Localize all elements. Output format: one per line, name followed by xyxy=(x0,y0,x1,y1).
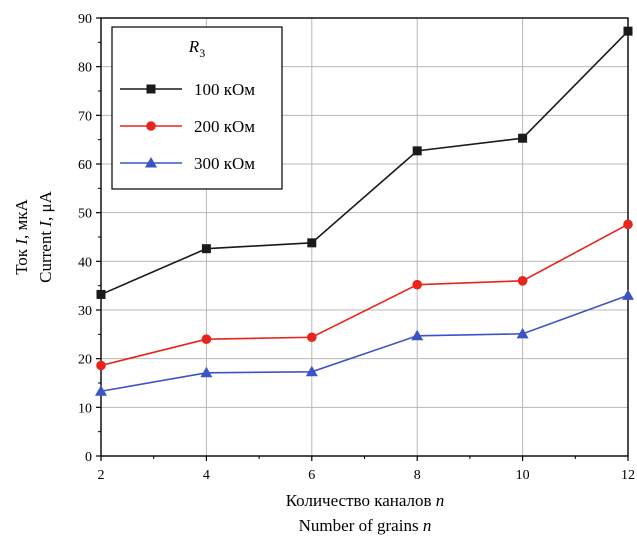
x-axis-label-ru: Количество каналов n xyxy=(286,491,445,510)
legend-entry-3: 300 кОм xyxy=(120,154,255,173)
data-point xyxy=(517,276,528,286)
y-axis-label-ru: Ток I, мкА xyxy=(12,198,31,274)
data-point xyxy=(305,365,318,377)
series-line xyxy=(100,223,629,367)
series-line xyxy=(100,30,629,296)
y-tick-label: 40 xyxy=(78,255,92,270)
legend-entry-1: 100 кОм xyxy=(120,80,255,99)
y-tick-label: 50 xyxy=(78,207,92,222)
data-point xyxy=(307,332,317,343)
series-2 xyxy=(96,219,633,371)
legend-label: 200 кОм xyxy=(194,117,255,136)
y-tick-label: 20 xyxy=(78,353,92,368)
legend-marker xyxy=(145,157,157,168)
legend-entry-2: 200 кОм xyxy=(120,117,255,136)
axes: 0 10 20 30 40 50 60 70 80 90 2 4 6 8 10 12 xyxy=(78,12,635,483)
data-point xyxy=(411,329,424,341)
series-3 xyxy=(95,289,634,396)
legend: R3 100 кОм 200 кОм 300 кОм xyxy=(111,26,283,190)
data-point xyxy=(516,327,529,339)
x-tick-label: 12 xyxy=(621,468,635,483)
y-tick-label: 90 xyxy=(78,12,92,27)
legend-label: 300 кОм xyxy=(194,154,255,173)
data-point xyxy=(623,26,633,36)
legend-title: R3 xyxy=(188,37,205,60)
x-tick-label: 4 xyxy=(203,468,210,483)
series-1 xyxy=(96,26,633,299)
legend-marker xyxy=(146,121,156,131)
data-point xyxy=(96,360,106,371)
y-tick-label: 80 xyxy=(78,61,92,76)
y-tick-label: 0 xyxy=(85,450,92,465)
data-point xyxy=(622,289,634,300)
legend-box xyxy=(111,26,283,190)
legend-label: 100 кОм xyxy=(194,80,255,99)
data-point xyxy=(200,366,213,378)
data-point xyxy=(96,289,106,299)
data-point xyxy=(412,146,422,156)
y-tick-label: 70 xyxy=(78,109,92,124)
legend-marker xyxy=(146,84,156,94)
series-line xyxy=(100,294,629,393)
data-point xyxy=(95,385,107,396)
x-tick-label: 10 xyxy=(516,468,530,483)
x-tick-label: 2 xyxy=(98,468,105,483)
data-point xyxy=(518,133,528,143)
y-tick-label: 30 xyxy=(78,304,92,319)
y-tick-label: 10 xyxy=(78,401,92,416)
y-tick-label: 60 xyxy=(78,158,92,173)
data-point xyxy=(307,238,317,248)
x-axis-label-en: Number of grains n xyxy=(299,516,432,535)
data-point xyxy=(201,334,212,345)
data-point xyxy=(623,219,633,230)
series xyxy=(95,26,634,396)
x-tick-label: 8 xyxy=(414,468,421,483)
data-point xyxy=(412,279,423,290)
y-axis-label-en: Current I, μA xyxy=(36,190,55,282)
x-tick-label: 6 xyxy=(308,468,315,483)
data-point xyxy=(201,244,211,254)
axis-labels: Количество каналов n Number of grains n То… xyxy=(12,190,444,535)
